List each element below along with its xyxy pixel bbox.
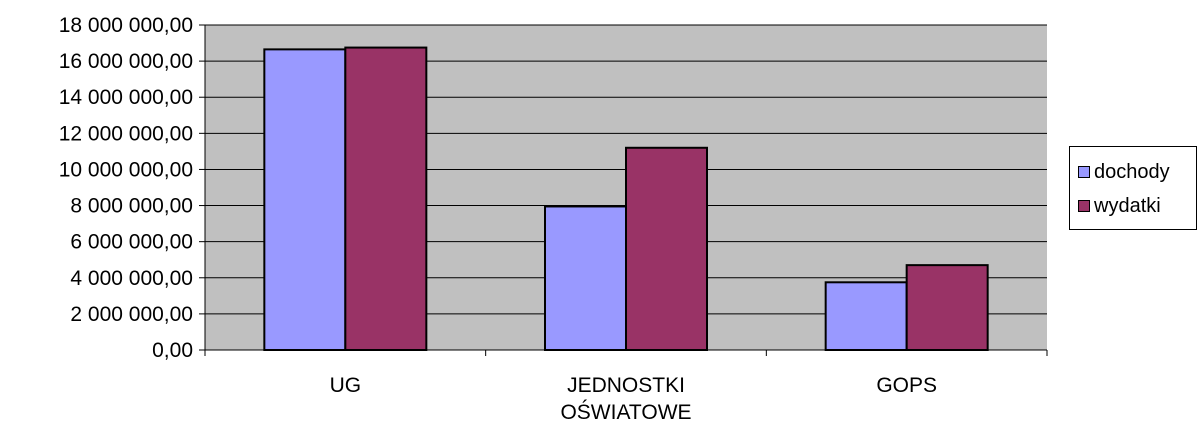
x-category-label: GOPS xyxy=(876,374,937,397)
x-category-label-line: OŚWIATOWE xyxy=(560,400,691,423)
y-tick-label: 8 000 000,00 xyxy=(70,195,193,218)
legend: dochody wydatki xyxy=(1069,146,1197,230)
bar-dochody xyxy=(544,205,627,351)
bar-wydatki xyxy=(905,264,989,351)
y-tick-label: 10 000 000,00 xyxy=(59,158,193,181)
y-tick-label: 18 000 000,00 xyxy=(59,14,193,37)
x-category-label: UG xyxy=(330,374,362,397)
legend-swatch-wydatki xyxy=(1078,200,1090,212)
x-category-label-line: GOPS xyxy=(876,374,937,397)
x-category-label: JEDNOSTKI OŚWIATOWE xyxy=(560,374,691,423)
x-category-label-line: UG xyxy=(330,374,362,397)
legend-item-wydatki: wydatki xyxy=(1078,195,1161,217)
y-tick-label: 14 000 000,00 xyxy=(59,86,193,109)
bar-wydatki xyxy=(625,146,708,351)
legend-label-wydatki: wydatki xyxy=(1094,194,1161,217)
x-category-labels: UG JEDNOSTKI OŚWIATOWE GOPS xyxy=(330,374,937,423)
axes xyxy=(199,24,1048,356)
x-category-label-line: JEDNOSTKI xyxy=(567,374,685,397)
bar-wydatki xyxy=(344,46,428,351)
y-tick-label: 6 000 000,00 xyxy=(70,231,193,254)
y-tick-labels: 0,00 2 000 000,00 4 000 000,00 6 000 000,00… xyxy=(59,14,193,362)
y-tick-label: 4 000 000,00 xyxy=(70,267,193,290)
bars xyxy=(263,46,989,351)
y-tick-label: 12 000 000,00 xyxy=(59,122,193,145)
bar-dochody xyxy=(824,281,908,351)
y-tick-label: 16 000 000,00 xyxy=(59,50,193,73)
legend-label-dochody: dochody xyxy=(1094,160,1170,183)
y-tick-label: 2 000 000,00 xyxy=(70,303,193,326)
legend-item-dochody: dochody xyxy=(1078,161,1170,183)
y-tick-label: 0,00 xyxy=(152,339,193,362)
legend-swatch-dochody xyxy=(1078,166,1090,178)
bar-dochody xyxy=(263,48,347,351)
